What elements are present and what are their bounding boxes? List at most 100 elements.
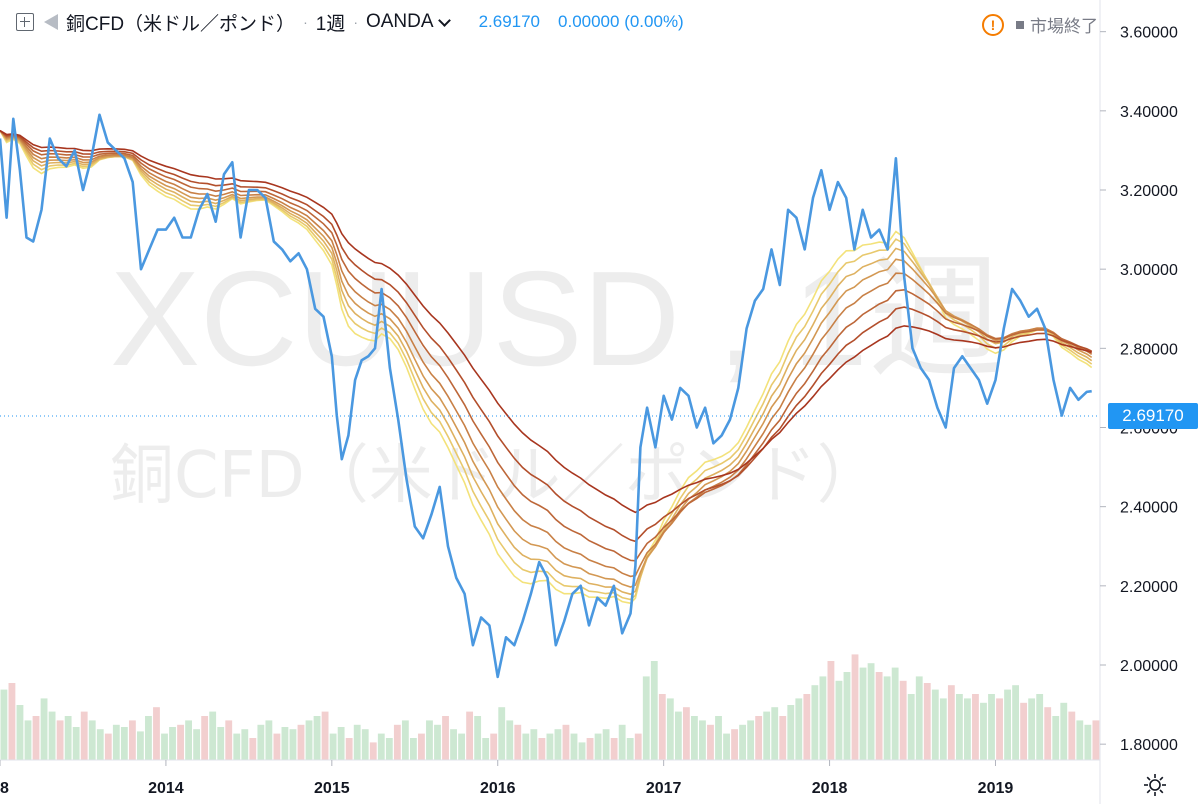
volume-bar (699, 720, 706, 760)
volume-bar (1052, 716, 1060, 760)
volume-bar (482, 738, 490, 760)
time-axis[interactable]: 8 2014 2015 2016 2017 2018 2019 (0, 760, 1013, 797)
volume-bar (803, 694, 811, 760)
volume-bar (217, 727, 225, 760)
volume-bar (32, 716, 40, 760)
gear-icon[interactable] (1143, 773, 1167, 797)
y-tick-label: 2.40000 (1120, 500, 1178, 517)
flag-icon[interactable] (44, 14, 58, 30)
volume-bar (265, 720, 273, 760)
volume-bar (851, 654, 859, 760)
volume-bar (88, 720, 96, 760)
volume-bar (827, 661, 835, 760)
market-status-label: 市場終了 (1030, 17, 1098, 36)
volume-bar (594, 733, 602, 760)
volume-bar (169, 727, 176, 760)
separator-dot: · (303, 14, 308, 30)
volume-bar (1044, 707, 1052, 760)
volume-bar (313, 716, 321, 760)
volume-bar (522, 733, 530, 760)
volume-bar (426, 720, 433, 760)
volume-bar (915, 676, 923, 760)
volume-bar (634, 733, 642, 760)
volume-bar (980, 702, 987, 760)
volume-bar (931, 689, 939, 760)
volume-bars (0, 654, 1100, 760)
y-tick-label: 3.20000 (1120, 183, 1178, 200)
ma-ribbon-line (0, 130, 1093, 605)
volume-bar (16, 705, 24, 760)
volume-bar (964, 698, 971, 760)
volume-bar (474, 716, 482, 760)
volume-bar (602, 729, 610, 760)
volume-bar (369, 742, 377, 760)
warning-icon[interactable]: ! (982, 13, 1004, 36)
volume-bar (361, 729, 369, 760)
volume-bar (923, 683, 931, 760)
volume-bar (972, 694, 979, 760)
price-change: 0.00000 (0.00%) (558, 12, 684, 31)
volume-bar (1020, 702, 1028, 760)
volume-bar (24, 720, 32, 760)
volume-bar (682, 707, 690, 760)
volume-bar (506, 720, 514, 760)
volume-bar (353, 724, 361, 760)
volume-bar (586, 738, 594, 760)
volume-bar (819, 676, 827, 760)
ma-ribbon-line (0, 130, 1093, 601)
collapse-icon[interactable] (16, 13, 34, 31)
market-status[interactable]: ! 市場終了 (982, 12, 1098, 37)
volume-bar (145, 716, 152, 760)
y-tick-label: 3.60000 (1120, 25, 1178, 42)
volume-bar (1036, 694, 1044, 760)
volume-bar (715, 716, 722, 760)
volume-bar (8, 683, 16, 760)
volume-bar (1092, 720, 1100, 760)
volume-bar (642, 676, 650, 760)
volume-bar (650, 661, 658, 760)
volume-bar (161, 733, 168, 760)
volume-bar (1028, 698, 1036, 760)
volume-bar (610, 738, 618, 760)
price-axis[interactable]: 3.600003.400003.200003.000002.800002.600… (1100, 25, 1178, 755)
volume-bar (795, 698, 803, 760)
watermark-ticker: XCUUSD , 1週 (110, 243, 1003, 394)
volume-bar (1084, 724, 1092, 760)
volume-bar (1060, 702, 1068, 760)
volume-bar (48, 711, 56, 760)
volume-bar (763, 711, 771, 760)
volume-bar (907, 694, 915, 760)
ma-ribbon-line (0, 130, 1093, 578)
volume-bar (305, 720, 313, 760)
volume-bar (578, 742, 586, 760)
volume-bar (297, 724, 305, 760)
volume-bar (0, 689, 8, 760)
ma-ribbon-line (0, 130, 1093, 588)
volume-bar (666, 698, 674, 760)
volume-bar (257, 724, 265, 760)
symbol-title[interactable]: 銅CFD（米ドル／ポンド） (66, 13, 296, 35)
broker-selector[interactable]: OANDA (366, 11, 451, 33)
volume-bar (779, 716, 787, 760)
volume-bar (891, 667, 899, 760)
x-tick-label: 2016 (480, 780, 516, 797)
volume-bar (883, 676, 891, 760)
volume-bar (498, 707, 506, 760)
volume-bar (1068, 711, 1076, 760)
volume-bar (418, 733, 425, 760)
volume-bar (185, 720, 193, 760)
volume-bar (72, 727, 80, 760)
volume-bar (691, 716, 698, 760)
volume-bar (466, 711, 474, 760)
volume-bar (40, 698, 48, 760)
volume-bar (337, 727, 345, 760)
y-tick-label: 3.40000 (1120, 104, 1178, 121)
volume-bar (377, 733, 385, 760)
separator-dot: · (353, 14, 358, 30)
volume-bar (136, 731, 144, 760)
interval-label[interactable]: 1週 (315, 13, 346, 35)
volume-bar (723, 733, 730, 760)
x-tick-label: 2017 (646, 780, 682, 797)
volume-bar (1012, 685, 1020, 760)
